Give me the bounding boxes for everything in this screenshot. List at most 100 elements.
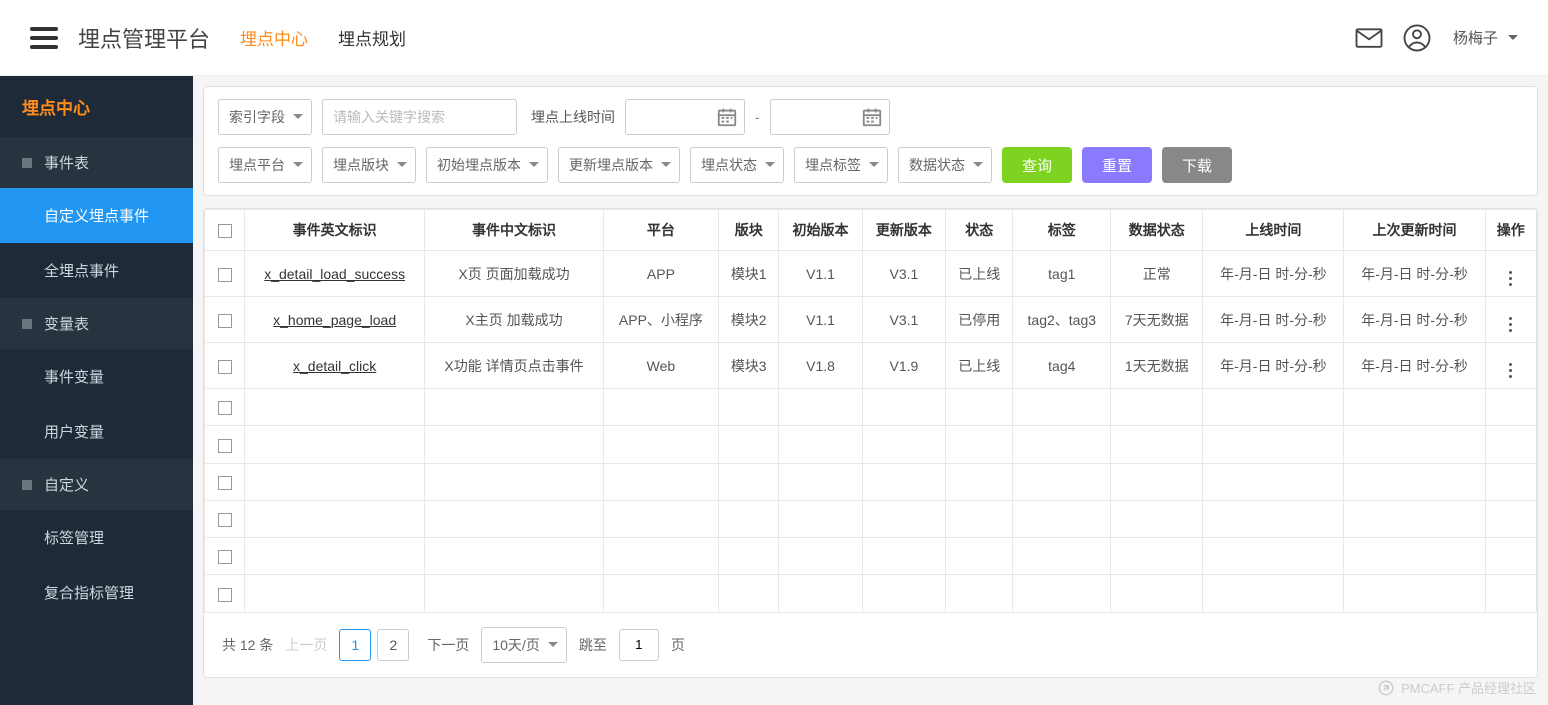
table-header-cell: 操作 (1485, 210, 1536, 251)
sidebar-item[interactable]: 复合指标管理 (0, 565, 193, 620)
table-cell: APP (603, 251, 718, 297)
table-cell: V1.1 (779, 251, 862, 297)
calendar-icon (861, 106, 883, 128)
table-cell: X功能 详情页点击事件 (425, 343, 603, 389)
table-cell: 模块1 (719, 251, 779, 297)
calendar-icon (716, 106, 738, 128)
sidebar-item[interactable]: 自定义埋点事件 (0, 188, 193, 243)
table-row (205, 389, 1537, 426)
row-checkbox[interactable] (218, 476, 232, 490)
watermark: PMCAFF 产品经理社区 (1377, 678, 1536, 697)
table-cell: 已上线 (946, 251, 1013, 297)
caret-down-icon (293, 109, 303, 125)
user-avatar-icon[interactable] (1399, 20, 1435, 56)
table-cell: 年-月-日 时-分-秒 (1203, 343, 1344, 389)
table-cell: V1.1 (779, 297, 862, 343)
filter-select[interactable]: 数据状态 (898, 147, 992, 183)
sidebar-section[interactable]: 自定义 (0, 459, 193, 510)
filter-select[interactable]: 初始埋点版本 (426, 147, 548, 183)
select-page-size[interactable]: 10天/页 (481, 627, 566, 663)
table-cell: V3.1 (862, 251, 945, 297)
sidebar-section[interactable]: 变量表 (0, 298, 193, 349)
row-checkbox[interactable] (218, 268, 232, 282)
main-content: 索引字段 埋点上线时间 - 埋点平台埋点版块初始埋点版本更新埋点版本埋点状态埋点… (193, 76, 1548, 705)
page-number-button[interactable]: 1 (339, 629, 371, 661)
date-start-input[interactable] (625, 99, 745, 135)
table-cell: 已上线 (946, 343, 1013, 389)
nav-tab-tracking-plan[interactable]: 埋点规划 (338, 25, 406, 50)
user-dropdown-caret-icon[interactable] (1508, 30, 1518, 46)
select-all-checkbox[interactable] (218, 224, 232, 238)
table-cell: X页 页面加载成功 (425, 251, 603, 297)
select-index-field-label: 索引字段 (229, 107, 285, 127)
events-table-card: 事件英文标识事件中文标识平台版块初始版本更新版本状态标签数据状态上线时间上次更新… (203, 208, 1538, 678)
page-number-button[interactable]: 2 (377, 629, 409, 661)
filter-select[interactable]: 埋点版块 (322, 147, 416, 183)
filter-panel: 索引字段 埋点上线时间 - 埋点平台埋点版块初始埋点版本更新埋点版本埋点状态埋点… (203, 86, 1538, 196)
sidebar-section[interactable]: 事件表 (0, 137, 193, 188)
nav-tab-tracking-center[interactable]: 埋点中心 (240, 25, 308, 50)
row-checkbox[interactable] (218, 314, 232, 328)
table-row (205, 463, 1537, 500)
table-cell: 年-月-日 时-分-秒 (1344, 251, 1485, 297)
table-cell: x_detail_click (245, 343, 425, 389)
sidebar-item[interactable]: 全埋点事件 (0, 243, 193, 298)
row-checkbox[interactable] (218, 513, 232, 527)
event-en-link[interactable]: x_detail_load_success (264, 266, 405, 282)
sidebar-item[interactable]: 标签管理 (0, 510, 193, 565)
select-page-size-label: 10天/页 (492, 635, 539, 655)
table-cell: x_home_page_load (245, 297, 425, 343)
more-actions-icon[interactable] (1509, 271, 1512, 286)
filter-select[interactable]: 埋点标签 (794, 147, 888, 183)
more-actions-icon[interactable] (1509, 317, 1512, 332)
app-title: 埋点管理平台 (78, 22, 210, 54)
filter-select[interactable]: 埋点状态 (690, 147, 784, 183)
table-cell: 7天无数据 (1111, 297, 1203, 343)
date-end-input[interactable] (770, 99, 890, 135)
table-cell: 年-月-日 时-分-秒 (1203, 297, 1344, 343)
table-cell: 模块2 (719, 297, 779, 343)
pagination-jump-input[interactable] (619, 629, 659, 661)
table-header-cell: 更新版本 (862, 210, 945, 251)
select-index-field[interactable]: 索引字段 (218, 99, 312, 135)
table-row: x_home_page_loadX主页 加载成功APP、小程序模块2V1.1V3… (205, 297, 1537, 343)
user-name[interactable]: 杨梅子 (1453, 27, 1498, 48)
table-cell: 年-月-日 时-分-秒 (1344, 297, 1485, 343)
table-row: x_detail_load_success X页 页面加载成功APP模块1V1.1… (205, 251, 1537, 297)
caret-down-icon (529, 157, 539, 173)
caret-down-icon (765, 157, 775, 173)
table-cell: 年-月-日 时-分-秒 (1344, 343, 1485, 389)
filter-select[interactable]: 埋点平台 (218, 147, 312, 183)
row-checkbox[interactable] (218, 360, 232, 374)
table-cell: X主页 加载成功 (425, 297, 603, 343)
date-range-dash: - (755, 109, 760, 125)
table-row (205, 575, 1537, 612)
more-actions-icon[interactable] (1509, 363, 1512, 378)
search-input[interactable] (322, 99, 517, 135)
table-cell: 正常 (1111, 251, 1203, 297)
event-en-link[interactable]: x_home_page_load (273, 312, 396, 328)
hamburger-menu-icon[interactable] (30, 27, 58, 49)
table-row (205, 538, 1537, 575)
mail-icon[interactable] (1351, 20, 1387, 56)
filter-select[interactable]: 更新埋点版本 (558, 147, 680, 183)
sidebar-item[interactable]: 用户变量 (0, 404, 193, 459)
reset-button[interactable]: 重置 (1082, 147, 1152, 183)
table-header-cell: 事件中文标识 (425, 210, 603, 251)
pagination-prev[interactable]: 上一页 (285, 635, 327, 655)
event-en-link[interactable]: x_detail_click (293, 358, 376, 374)
pagination-jump-label: 跳至 (579, 635, 607, 655)
table-header-cell: 上次更新时间 (1344, 210, 1485, 251)
sidebar: 埋点中心 事件表自定义埋点事件全埋点事件变量表事件变量用户变量自定义标签管理复合… (0, 76, 193, 705)
row-checkbox[interactable] (218, 439, 232, 453)
caret-down-icon (869, 157, 879, 173)
download-button[interactable]: 下载 (1162, 147, 1232, 183)
pagination-next[interactable]: 下一页 (427, 635, 469, 655)
row-checkbox[interactable] (218, 588, 232, 602)
row-checkbox[interactable] (218, 401, 232, 415)
table-row (205, 500, 1537, 537)
row-checkbox[interactable] (218, 550, 232, 564)
sidebar-item[interactable]: 事件变量 (0, 349, 193, 404)
pagination-jump-suffix: 页 (671, 635, 685, 655)
query-button[interactable]: 查询 (1002, 147, 1072, 183)
